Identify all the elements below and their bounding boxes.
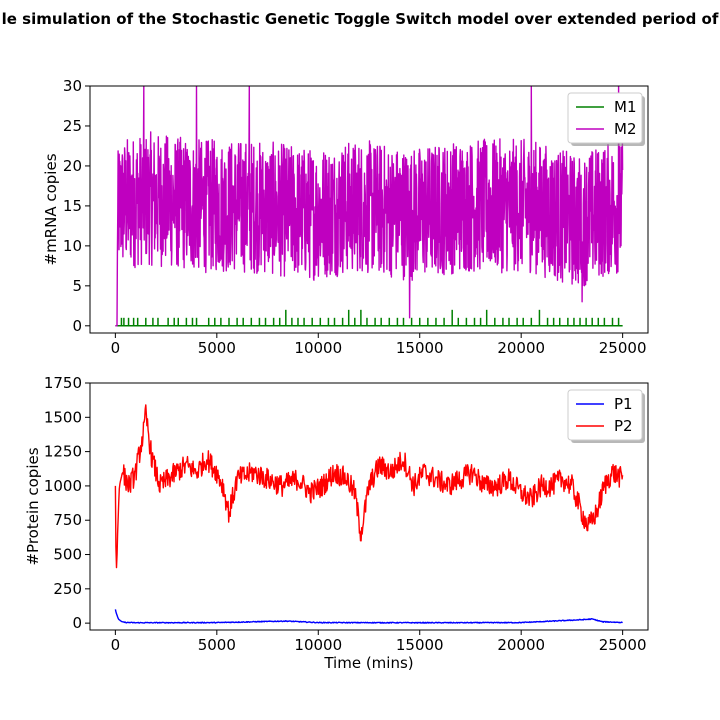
y-tick-label: 1750 — [44, 374, 82, 392]
series-P1-line — [114, 609, 623, 624]
legend-label-M1: M1 — [614, 98, 637, 116]
y-tick-label: 10 — [63, 237, 82, 255]
y-tick-label: 0 — [72, 614, 82, 632]
series-M2-line — [115, 86, 624, 327]
x-tick-label: 5000 — [198, 339, 236, 357]
x-tick-label: 0 — [111, 636, 121, 654]
y-tick-label: 1250 — [44, 443, 82, 461]
y-tick-label: 20 — [63, 157, 82, 175]
y-tick-label: 25 — [63, 117, 82, 135]
y-tick-label: 1000 — [44, 477, 82, 495]
y-tick-label: 500 — [53, 546, 82, 564]
x-tick-label: 15000 — [396, 339, 444, 357]
legend-box — [567, 389, 643, 441]
y-tick-label: 750 — [53, 511, 82, 529]
series-P2-line — [114, 404, 624, 569]
legend-box — [567, 92, 643, 144]
x-tick-label: 20000 — [497, 339, 545, 357]
y-axis-label: #Protein copies — [24, 447, 42, 565]
y-tick-label: 30 — [63, 77, 82, 95]
x-tick-label: 5000 — [198, 636, 236, 654]
legend-label-P2: P2 — [614, 417, 633, 435]
plot-frame — [89, 85, 649, 334]
x-tick-label: 10000 — [294, 636, 342, 654]
figure-title: le simulation of the Stochastic Genetic … — [1, 10, 719, 28]
plot-frame — [89, 382, 649, 631]
y-tick-label: 15 — [63, 197, 82, 215]
y-tick-label: 5 — [72, 277, 82, 295]
x-tick-label: 25000 — [599, 636, 647, 654]
x-tick-label: 0 — [111, 339, 121, 357]
x-tick-label: 25000 — [599, 339, 647, 357]
x-tick-label: 15000 — [396, 636, 444, 654]
y-axis-label: #mRNA copies — [42, 153, 60, 265]
legend-label-P1: P1 — [614, 395, 633, 413]
y-tick-label: 250 — [53, 580, 82, 598]
y-tick-label: 1500 — [44, 408, 82, 426]
x-axis-label: Time (mins) — [323, 654, 413, 672]
x-tick-label: 10000 — [294, 339, 342, 357]
x-tick-label: 20000 — [497, 636, 545, 654]
y-tick-label: 0 — [72, 317, 82, 335]
legend-label-M2: M2 — [614, 120, 637, 138]
